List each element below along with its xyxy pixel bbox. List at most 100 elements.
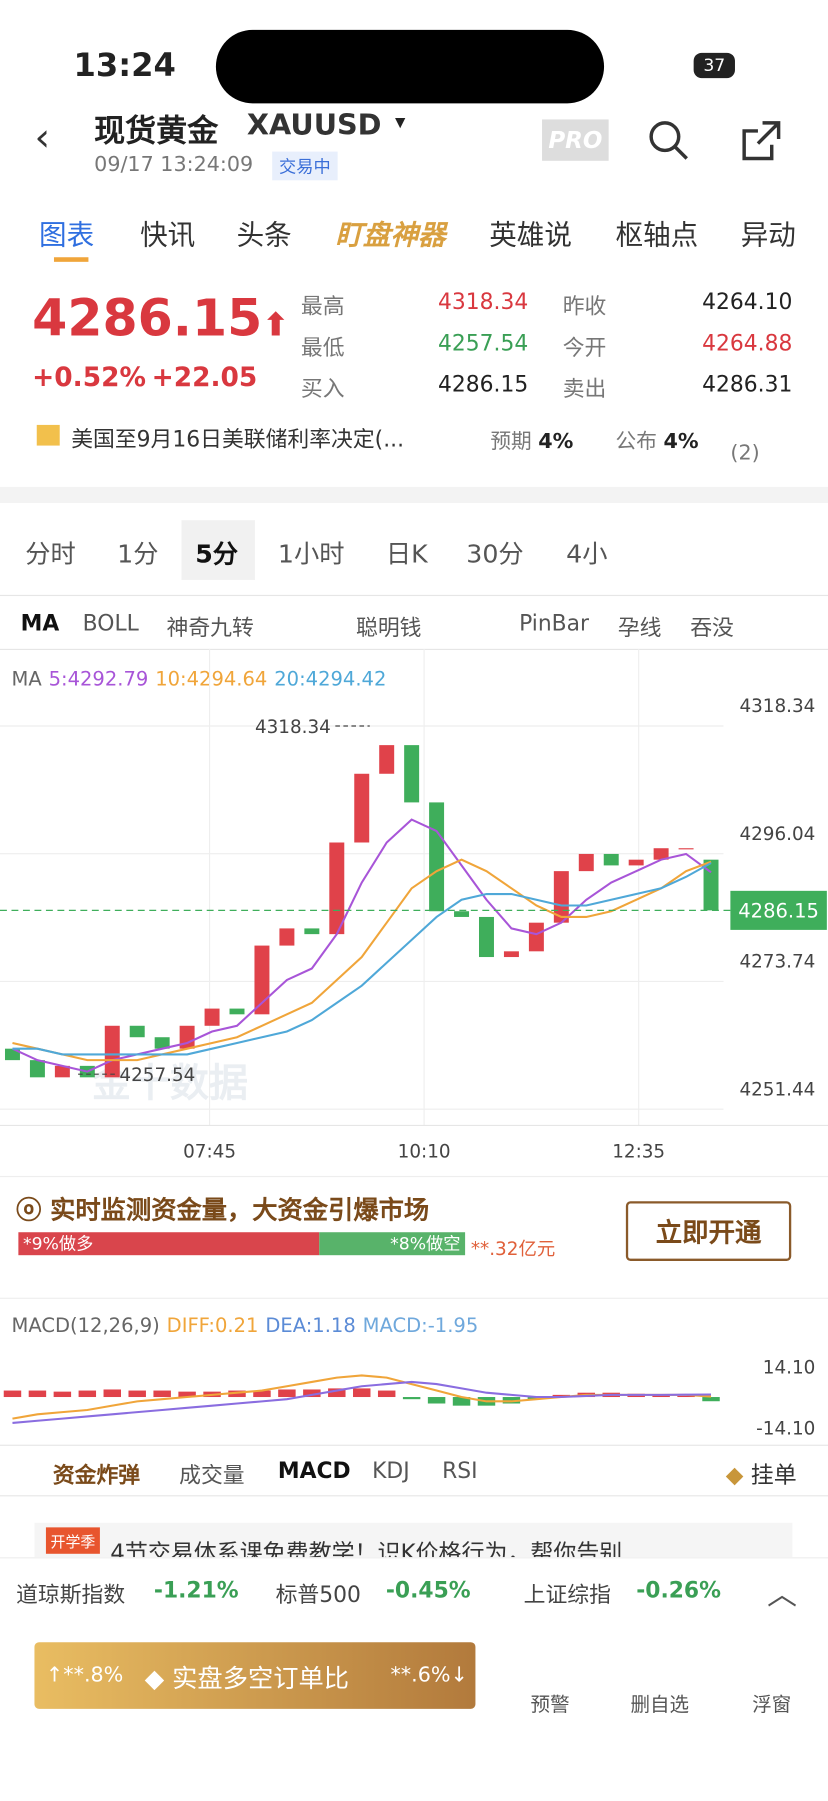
indicator[interactable]: MA [20, 610, 60, 637]
indicator[interactable]: 吞没 [690, 615, 734, 641]
tab[interactable]: 快讯 [140, 219, 196, 252]
tab[interactable]: 英雄说 [489, 219, 572, 252]
candle [503, 951, 519, 958]
current-label: 4286.15 [738, 899, 819, 922]
pro[interactable]: PRO [542, 119, 609, 161]
index-bar [0, 1557, 828, 1625]
bottom-tab[interactable]: MACD [277, 1458, 351, 1484]
promo[interactable]: 开学季 4节交易体系课免费教学！识K价格行为，帮你告别 [34, 1522, 793, 1558]
tab-indicator [53, 257, 89, 262]
index-name: 上证综指 [523, 1582, 611, 1608]
period[interactable]: 30分 [466, 540, 524, 570]
macd-bar [452, 1397, 471, 1406]
macd-bar [153, 1390, 171, 1398]
legend-item: 20:4294.42 [274, 668, 387, 692]
promo-badge: 开学季 [45, 1527, 100, 1554]
macd-bar [702, 1397, 720, 1402]
macd-bar [677, 1395, 695, 1398]
action[interactable]: 预警 [530, 1693, 570, 1717]
dropdown[interactable]: ▾ [395, 110, 406, 135]
bottom-tab[interactable]: KDJ [372, 1458, 410, 1484]
period[interactable]: 分时 [25, 540, 76, 570]
indicator[interactable]: 神奇九转 [166, 615, 254, 641]
macd-bar [353, 1388, 371, 1398]
current-box [730, 890, 827, 930]
divider [0, 486, 828, 503]
candle [104, 1025, 120, 1078]
macd-bar [28, 1390, 47, 1398]
stat-value: 4264.10 [702, 289, 793, 315]
order-ratio[interactable]: ↑**.8% ◆ 实盘多空订单比 **.6%↓ [34, 1642, 476, 1709]
divider [0, 648, 828, 650]
y-tick-label: 14.10 [763, 1357, 816, 1378]
tab[interactable]: 图表 [39, 219, 95, 252]
candle [154, 1037, 170, 1049]
ma-line [12, 862, 712, 1056]
indicator[interactable]: PinBar [519, 610, 589, 637]
search[interactable] [645, 117, 691, 163]
change-pct: +0.52% [32, 362, 146, 393]
macd-bar [128, 1390, 146, 1398]
orders[interactable]: ◆ 挂单 [726, 1456, 797, 1489]
candle [129, 1025, 145, 1038]
indicator[interactable]: 聪明钱 [356, 615, 422, 641]
right-ratio: **.6%↓ [390, 1662, 468, 1687]
indicator[interactable]: 孕线 [617, 615, 662, 641]
indicator[interactable]: BOLL [82, 610, 139, 637]
battery: 37 [693, 52, 735, 79]
right-ratio-text: **.6% [390, 1662, 451, 1687]
candle [279, 928, 295, 946]
y-tick-label: 4296.04 [739, 824, 815, 845]
candle [329, 842, 345, 935]
back[interactable]: ‹ [34, 114, 51, 161]
divider [0, 1495, 828, 1497]
period[interactable]: 5分 [195, 540, 239, 570]
candle [354, 773, 370, 843]
stat-value: 4318.34 [438, 289, 529, 315]
period[interactable]: 1分 [117, 540, 159, 570]
candle [454, 911, 470, 917]
bottom-tab[interactable]: 成交量 [179, 1463, 245, 1489]
ratio-title: ◆ 实盘多空订单比 [144, 1665, 350, 1694]
period[interactable]: 4小 [566, 540, 608, 570]
dynamic-island [215, 29, 605, 104]
bottom-tab[interactable]: RSI [442, 1458, 478, 1484]
short-bar: *8%做空 [319, 1232, 466, 1256]
expand[interactable]: ︿ [767, 1577, 798, 1613]
macd-bar [253, 1390, 271, 1398]
stat-label: 卖出 [562, 376, 607, 402]
news-text[interactable]: 美国至9月16日美联储利率决定(... [71, 427, 405, 453]
tab[interactable]: 盯盘神器 [335, 219, 446, 252]
candle [429, 802, 445, 912]
action[interactable]: 删自选 [630, 1693, 690, 1717]
legend-item: DEA:1.18 [265, 1314, 356, 1338]
macd-bar [552, 1394, 571, 1398]
news-count[interactable]: (2) [730, 440, 760, 466]
symbol[interactable]: XAUUSD [246, 107, 382, 142]
y-tick-label: -14.10 [756, 1418, 815, 1439]
legend-item: 5:4292.79 [48, 668, 149, 692]
y-tick-label: 4273.74 [739, 952, 815, 973]
tab[interactable]: 头条 [236, 219, 292, 252]
stat-label: 今开 [562, 335, 607, 361]
period[interactable]: 日K [385, 540, 428, 570]
arrow: ⬆ [262, 305, 290, 344]
high-label: 4318.34 [255, 717, 331, 738]
x-tick-label: 07:45 [183, 1142, 236, 1163]
stat-label: 最高 [300, 293, 345, 320]
tab[interactable]: 枢轴点 [615, 219, 699, 252]
low-label: 4257.54 [119, 1065, 195, 1086]
period[interactable]: 1小时 [277, 540, 345, 570]
tab[interactable]: 异动 [740, 219, 796, 252]
divider [0, 1444, 828, 1446]
legend-item: MACD:-1.95 [362, 1314, 479, 1338]
actual-label: 公布 [615, 429, 657, 454]
clock: 13:24 [73, 45, 176, 84]
share[interactable] [740, 119, 784, 163]
change: +22.05 [151, 362, 258, 393]
bottom-tab[interactable]: 资金炸弹 [52, 1463, 141, 1489]
candle [379, 745, 395, 774]
macd-legend: MACD(12,26,9) DIFF:0.21 DEA:1.18 MACD:-1.95 [11, 1315, 485, 1338]
action[interactable]: 浮窗 [752, 1693, 792, 1717]
open-button[interactable]: 立即开通 [625, 1201, 792, 1261]
